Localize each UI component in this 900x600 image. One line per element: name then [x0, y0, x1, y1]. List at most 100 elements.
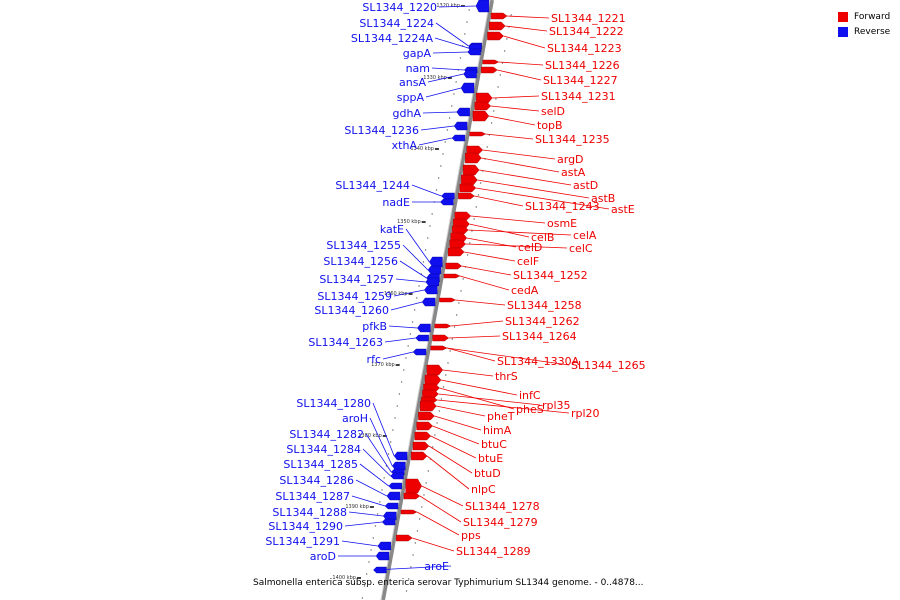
- tick-dot: [431, 213, 433, 215]
- forward-gene-leader: [469, 223, 530, 238]
- forward-gene-label: SL1344_1235: [535, 133, 610, 146]
- reverse-gene-leader: [432, 51, 468, 54]
- forward-gene-feature: [396, 534, 413, 542]
- forward-gene-leader: [470, 215, 546, 224]
- reverse-gene-feature: [393, 451, 408, 461]
- tick-dot: [427, 237, 429, 239]
- tick-dot: [455, 81, 457, 83]
- tick-dot: [376, 513, 379, 515]
- reverse-gene-leader: [427, 73, 464, 83]
- tick-dot: [473, 218, 475, 220]
- tick-dot: [408, 578, 410, 580]
- tick-dot: [451, 105, 453, 107]
- reverse-gene-leader: [355, 479, 388, 497]
- forward-gene-label: astB: [591, 192, 615, 205]
- reverse-gene-feature: [429, 256, 443, 268]
- reverse-gene-feature: [375, 551, 390, 561]
- reverse-gene-leader: [420, 125, 455, 131]
- forward-gene-feature: [416, 421, 433, 431]
- forward-gene-feature: [426, 364, 444, 376]
- forward-gene-leader: [437, 399, 570, 414]
- tick-dot: [434, 434, 436, 436]
- tick-dot: [424, 249, 427, 251]
- forward-gene-label: celC: [569, 242, 593, 255]
- forward-gene-label: pps: [461, 529, 481, 542]
- tick-dot: [418, 285, 420, 287]
- reverse-gene-leader: [365, 433, 392, 473]
- forward-gene-feature: [420, 400, 437, 412]
- forward-gene-label: SL1344_1222: [549, 25, 624, 38]
- tick-dot: [506, 38, 508, 40]
- reverse-gene-leader: [341, 540, 378, 547]
- forward-gene-leader: [446, 347, 570, 366]
- reverse-gene-leader: [422, 111, 457, 114]
- reverse-gene-feature: [441, 192, 455, 200]
- reverse-gene-label: SL1344_1285: [283, 458, 358, 471]
- tick-dot: [438, 410, 440, 412]
- forward-gene-leader: [497, 69, 542, 81]
- tick-dot: [486, 146, 488, 148]
- tick-dot: [396, 405, 398, 407]
- reverse-gene-feature: [421, 297, 436, 307]
- forward-gene-feature: [472, 110, 490, 122]
- reverse-gene-feature: [390, 472, 404, 480]
- forward-gene-feature: [489, 21, 506, 31]
- tick-dot: [499, 74, 501, 76]
- forward-gene-feature: [452, 225, 469, 235]
- reverse-gene-feature: [475, 0, 490, 13]
- reverse-gene-label: SL1344_1255: [326, 239, 401, 252]
- reverse-gene-label: aroH: [342, 412, 368, 425]
- forward-gene-label: SL1344_1262: [505, 315, 580, 328]
- reverse-gene-leader: [373, 565, 452, 571]
- reverse-gene-label: SL1344_1287: [275, 490, 350, 503]
- forward-gene-label: celD: [518, 241, 542, 254]
- forward-gene-label: astA: [561, 166, 586, 179]
- forward-gene-feature: [448, 247, 465, 257]
- forward-gene-label: btuE: [478, 452, 503, 465]
- forward-gene-label: pheS: [516, 403, 544, 416]
- forward-gene-leader: [428, 445, 473, 474]
- forward-gene-label: btuC: [481, 438, 507, 451]
- reverse-gene-label: SL1344_1280: [296, 397, 371, 410]
- forward-gene-leader: [468, 229, 572, 236]
- forward-gene-feature: [432, 334, 449, 342]
- tick-label: 1380 kbp: [358, 433, 382, 439]
- tick-dot: [429, 225, 431, 227]
- reverse-gene-feature: [453, 121, 468, 131]
- tick-dot: [440, 398, 443, 400]
- tick-dot: [421, 506, 423, 508]
- tick-dot: [459, 57, 462, 59]
- reverse-gene-feature: [415, 334, 429, 342]
- reverse-gene-leader: [435, 22, 469, 47]
- reverse-gene-leader: [382, 351, 414, 360]
- tick-dot: [411, 321, 414, 323]
- reverse-gene-label: SL1344_1256: [323, 255, 398, 268]
- forward-swatch: [838, 11, 848, 22]
- tick-label: 1360 kbp: [384, 291, 408, 297]
- reverse-gene-label: SL1344_1224A: [351, 32, 434, 45]
- tick-dot: [423, 494, 425, 496]
- forward-gene-feature: [434, 323, 452, 329]
- forward-gene-leader: [430, 435, 477, 459]
- reverse-swatch: [838, 26, 848, 37]
- forward-gene-feature: [418, 411, 435, 421]
- reverse-gene-leader: [395, 278, 426, 283]
- tick-dot: [490, 122, 493, 124]
- tick-dot: [405, 357, 407, 359]
- legend-forward-label: Forward: [854, 11, 891, 22]
- forward-gene-leader: [475, 187, 610, 210]
- tick-dot: [477, 194, 480, 196]
- reverse-gene-feature: [425, 277, 439, 287]
- tick-dot: [427, 470, 430, 472]
- tick-dot: [453, 93, 455, 95]
- reverse-gene-label: SL1344_1220: [362, 1, 437, 14]
- tick-dot: [361, 597, 364, 599]
- tick-label: 1400 kbp: [332, 575, 356, 581]
- reverse-gene-leader: [344, 521, 383, 527]
- forward-gene-leader: [482, 149, 556, 160]
- reverse-gene-feature: [412, 348, 427, 356]
- forward-gene-leader: [442, 369, 494, 377]
- legend: Forward Reverse: [838, 9, 890, 39]
- reverse-gene-feature: [463, 69, 477, 79]
- forward-gene-feature: [449, 239, 466, 249]
